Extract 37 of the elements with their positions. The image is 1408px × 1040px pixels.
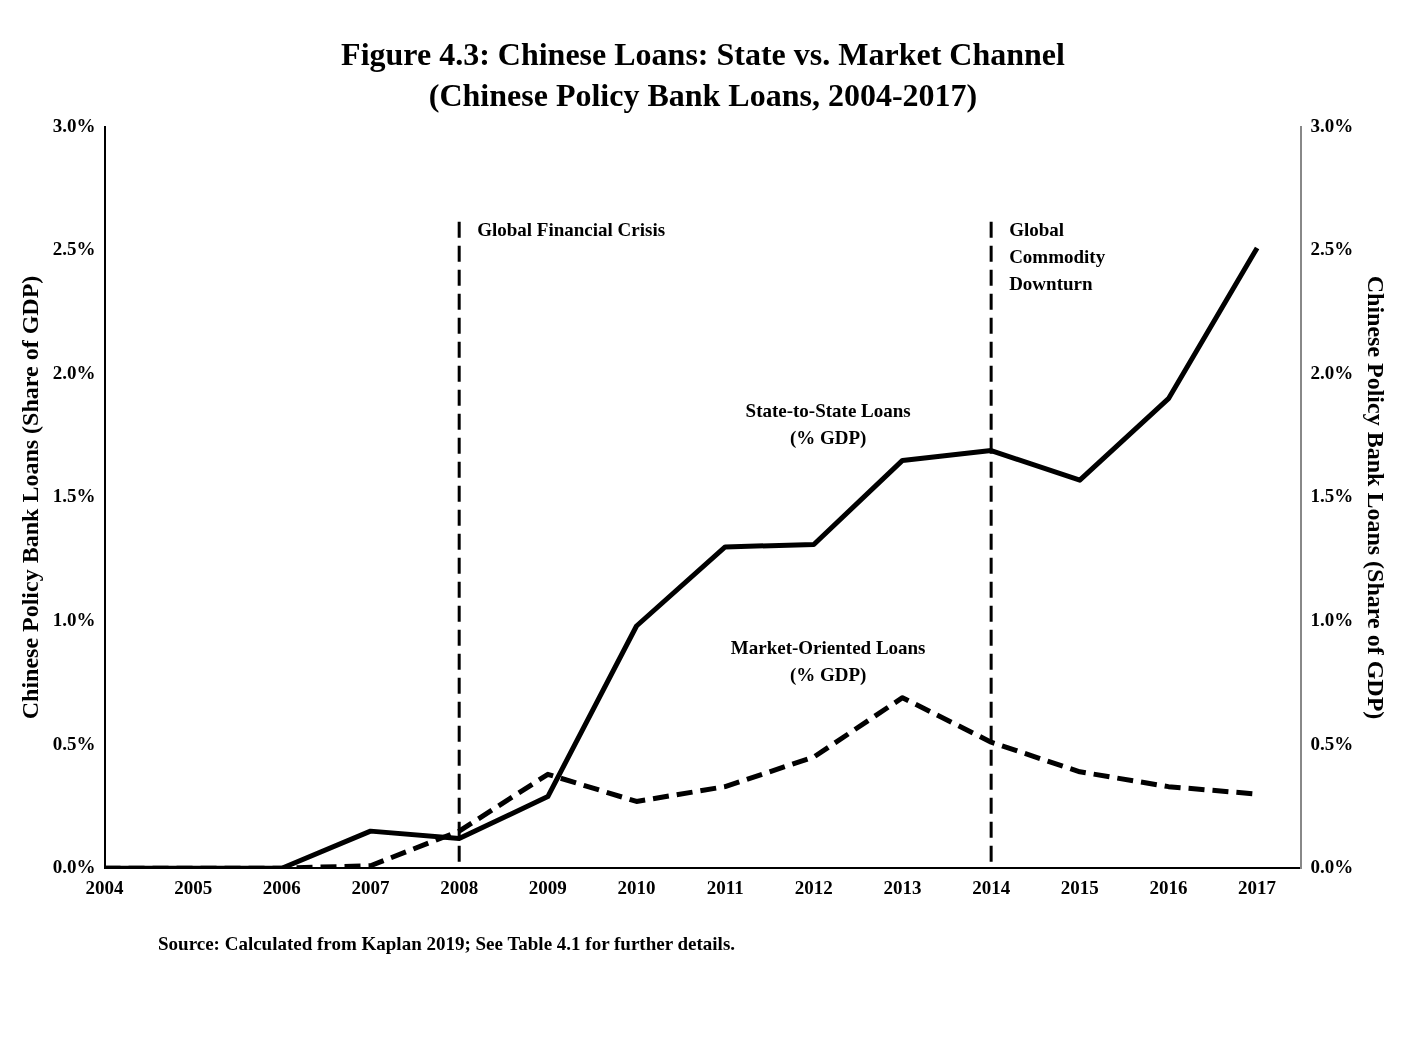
x-tick-label: 2017 bbox=[1238, 876, 1277, 898]
ref-line-label: Global Commodity Downturn bbox=[1009, 219, 1106, 295]
y2-tick-label: 1.5% bbox=[1310, 485, 1354, 507]
y2-tick-label: 3.0% bbox=[1310, 114, 1354, 136]
y-tick-label: 2.5% bbox=[52, 238, 96, 260]
y-axis-title: Chinese Policy Bank Loans (Share of GDP) bbox=[16, 275, 43, 720]
y-tick-label: 3.0% bbox=[52, 114, 96, 136]
x-tick-label: 2015 bbox=[1060, 876, 1099, 898]
y2-tick-label: 2.5% bbox=[1310, 238, 1354, 260]
source-note: Source: Calculated from Kaplan 2019; See Table 4.1 for further details. bbox=[158, 933, 737, 955]
y2-tick-label: 2.0% bbox=[1310, 361, 1354, 383]
y2-tick-label: 1.0% bbox=[1310, 608, 1354, 630]
chart-subtitle: (Chinese Policy Bank Loans, 2004-2017) bbox=[428, 76, 978, 113]
x-tick-label: 2013 bbox=[883, 876, 922, 898]
series-label: State-to-State Loans (% GDP) bbox=[745, 399, 911, 449]
x-tick-label: 2010 bbox=[617, 876, 656, 898]
x-tick-label: 2004 bbox=[85, 876, 125, 898]
x-tick-label: 2016 bbox=[1149, 876, 1188, 898]
y-tick-label: 1.0% bbox=[52, 608, 96, 630]
x-tick-label: 2005 bbox=[174, 876, 213, 898]
x-tick-label: 2012 bbox=[794, 876, 833, 898]
x-tick-label: 2008 bbox=[440, 876, 479, 898]
x-tick-label: 2006 bbox=[262, 876, 301, 898]
series-label: Market-Oriented Loans (% GDP) bbox=[730, 637, 926, 687]
y2-tick-label: 0.0% bbox=[1310, 856, 1354, 878]
y-tick-label: 1.5% bbox=[52, 485, 96, 507]
y2-axis-title: Chinese Policy Bank Loans (Share of GDP) bbox=[1363, 275, 1390, 720]
x-tick-label: 2014 bbox=[972, 876, 1011, 898]
y-tick-label: 2.0% bbox=[52, 361, 96, 383]
y-tick-label: 0.0% bbox=[52, 856, 96, 878]
y-tick-label: 0.5% bbox=[52, 732, 96, 754]
x-tick-label: 2011 bbox=[706, 876, 744, 898]
x-tick-label: 2009 bbox=[528, 876, 567, 898]
chart-title: Figure 4.3: Chinese Loans: State vs. Market Channel bbox=[341, 36, 1066, 73]
x-tick-label: 2007 bbox=[351, 876, 391, 898]
y2-tick-label: 0.5% bbox=[1310, 732, 1354, 754]
ref-line-label: Global Financial Crisis bbox=[477, 219, 666, 241]
